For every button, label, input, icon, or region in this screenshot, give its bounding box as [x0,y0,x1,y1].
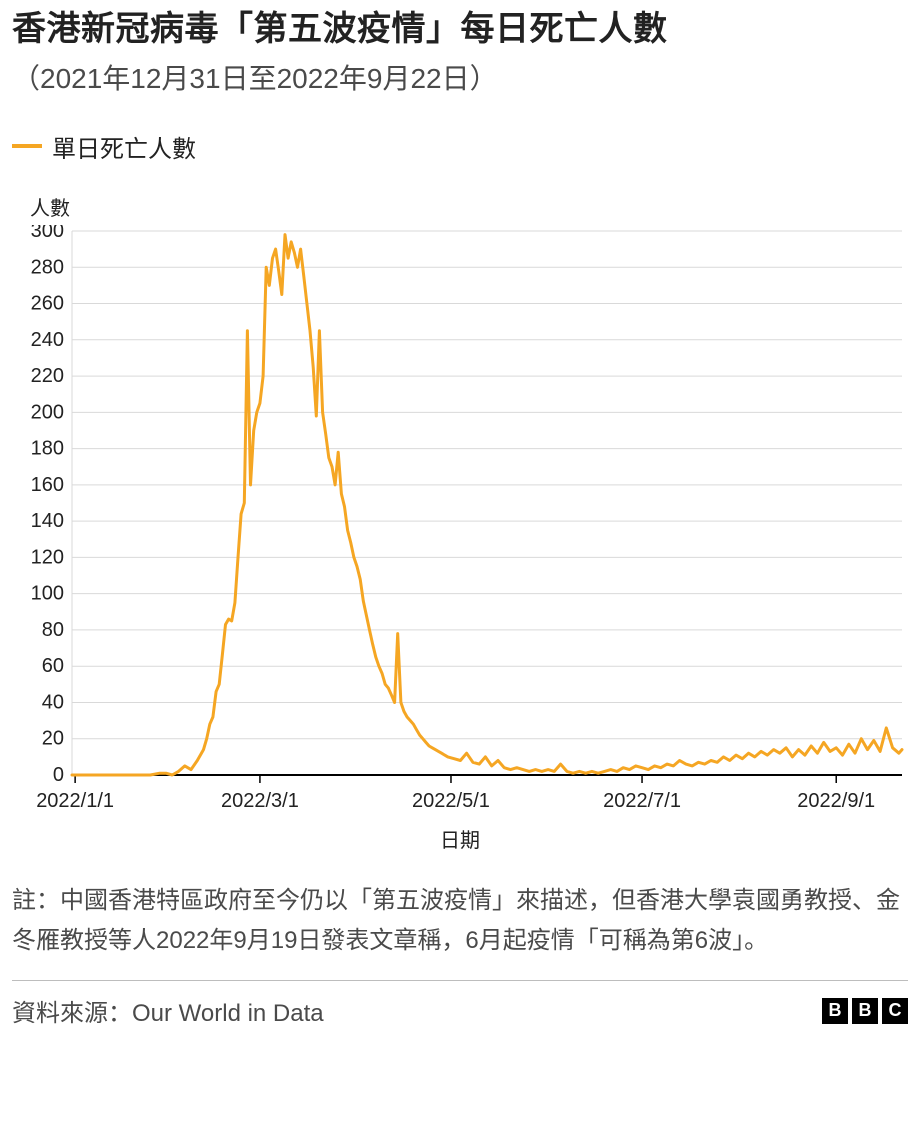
svg-text:2022/1/1: 2022/1/1 [36,790,114,812]
bbc-logo-box: B [822,998,848,1024]
x-axis-title: 日期 [12,824,908,853]
svg-text:0: 0 [53,764,64,786]
svg-text:260: 260 [31,292,64,314]
y-axis-title: 人數 [30,192,908,221]
bbc-logo-box: B [852,998,878,1024]
chart-area: 0 20 40 60 80 100 120 140 160 180 200 220 240 260 280 3… [12,225,908,820]
svg-text:300: 300 [31,225,64,242]
svg-text:140: 140 [31,510,64,532]
svg-text:2022/3/1: 2022/3/1 [221,790,299,812]
svg-text:2022/7/1: 2022/7/1 [603,790,681,812]
svg-text:200: 200 [31,401,64,423]
line-chart-svg: 0 20 40 60 80 100 120 140 160 180 200 220 240 260 280 3… [12,225,908,815]
bbc-logo-box: C [882,998,908,1024]
chart-subtitle: （2021年12月31日至2022年9月22日） [12,57,908,97]
footnote: 註：中國香港特區政府至今仍以「第五波疫情」來描述，但香港大學袁國勇教授、金冬雁教… [12,881,908,963]
svg-text:80: 80 [42,618,64,640]
legend: 單日死亡人數 [12,129,908,164]
legend-swatch [12,144,42,148]
svg-text:120: 120 [31,546,64,568]
svg-text:20: 20 [42,727,64,749]
footer-separator [12,980,908,981]
svg-text:160: 160 [31,473,64,495]
svg-text:220: 220 [31,365,64,387]
chart-title: 香港新冠病毒「第五波疫情」每日死亡人數 [12,8,908,51]
data-source: 資料來源：Our World in Data [12,993,324,1028]
svg-text:60: 60 [42,655,64,677]
svg-text:100: 100 [31,582,64,604]
svg-text:40: 40 [42,691,64,713]
legend-label: 單日死亡人數 [52,129,196,164]
bbc-logo: B B C [822,998,908,1024]
svg-text:280: 280 [31,256,64,278]
svg-text:240: 240 [31,328,64,350]
svg-text:180: 180 [31,437,64,459]
svg-text:2022/9/1: 2022/9/1 [797,790,875,812]
svg-text:2022/5/1: 2022/5/1 [412,790,490,812]
